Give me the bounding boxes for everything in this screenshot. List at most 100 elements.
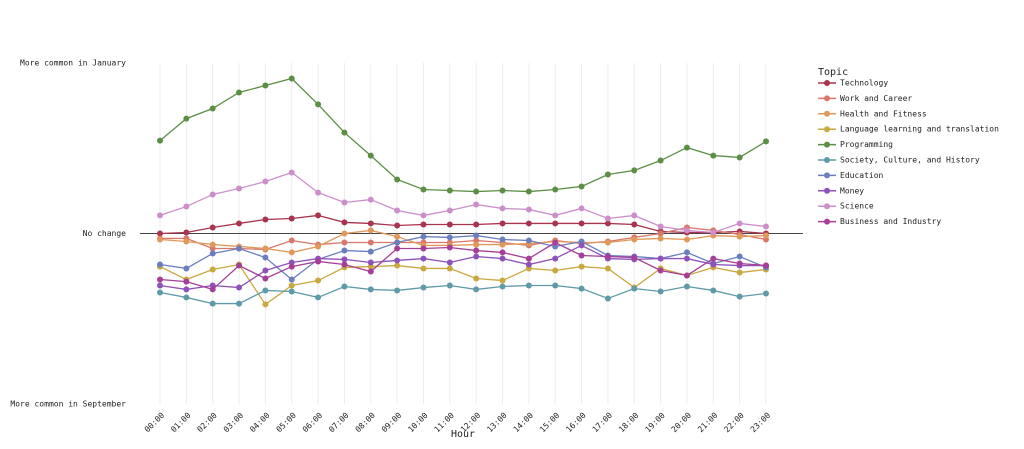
data-point — [315, 294, 322, 301]
x-tick-label: 08:00 — [354, 411, 378, 435]
data-point — [552, 186, 559, 193]
data-point — [631, 221, 638, 228]
data-point — [236, 89, 243, 96]
data-point — [420, 221, 427, 228]
data-point — [473, 201, 480, 208]
data-point — [288, 282, 295, 289]
data-point — [288, 215, 295, 222]
data-point — [552, 220, 559, 227]
y-tick-label: More common in January — [20, 59, 126, 68]
data-point — [183, 229, 190, 236]
data-point — [288, 237, 295, 244]
data-point — [578, 183, 585, 190]
legend-swatch — [824, 110, 830, 117]
data-point — [473, 275, 480, 282]
x-tick-label: 05:00 — [275, 411, 299, 435]
data-point — [525, 206, 532, 213]
legend-swatch — [824, 218, 830, 225]
data-point — [631, 236, 638, 243]
data-point — [262, 82, 269, 89]
data-point — [604, 239, 611, 246]
data-point — [578, 263, 585, 270]
data-point — [473, 241, 480, 248]
y-tick-label: More common in September — [10, 400, 126, 409]
data-point — [499, 241, 506, 248]
data-point — [288, 288, 295, 295]
data-point — [499, 283, 506, 290]
data-point — [157, 236, 163, 243]
data-point — [157, 282, 163, 289]
series-line — [159, 244, 766, 291]
legend-swatch — [824, 80, 830, 86]
data-point — [631, 167, 638, 174]
y-tick-label: No change — [83, 229, 127, 238]
data-point — [394, 233, 401, 240]
series-line — [159, 263, 767, 306]
series-line — [159, 284, 767, 305]
data-point — [683, 236, 690, 243]
data-point — [446, 207, 453, 214]
data-point — [499, 249, 506, 256]
legend-label: Programming — [840, 140, 893, 149]
x-tick-label: 04:00 — [248, 411, 272, 435]
data-point — [236, 300, 243, 307]
data-point — [367, 239, 374, 246]
data-point — [157, 276, 163, 283]
x-tick-label: 16:00 — [564, 411, 588, 435]
data-point — [683, 249, 690, 256]
data-point — [683, 283, 690, 290]
data-point — [394, 262, 401, 269]
data-point — [157, 261, 163, 268]
data-point — [657, 288, 664, 295]
legend-swatch — [824, 126, 830, 133]
x-tick-label: 17:00 — [591, 411, 615, 435]
data-point — [420, 233, 427, 240]
data-point — [552, 255, 559, 262]
data-point — [683, 144, 690, 151]
data-point — [262, 254, 269, 261]
data-point — [683, 227, 690, 234]
data-point — [262, 245, 269, 252]
data-point — [288, 169, 295, 176]
data-point — [262, 267, 269, 274]
x-tick-label: 03:00 — [222, 411, 246, 435]
data-point — [604, 215, 611, 222]
data-point — [473, 221, 480, 228]
data-point — [499, 236, 506, 243]
series-line — [160, 226, 767, 251]
data-point — [683, 255, 690, 262]
series-line — [159, 229, 767, 254]
data-point — [446, 187, 453, 194]
x-tick-label: 22:00 — [722, 411, 746, 435]
series-line — [159, 214, 767, 235]
data-point — [657, 255, 664, 262]
data-point — [525, 237, 532, 244]
data-point — [657, 157, 664, 164]
data-point — [446, 265, 453, 272]
data-point — [710, 152, 717, 159]
legend-swatch — [824, 141, 830, 148]
data-point — [341, 256, 348, 263]
series-line — [159, 77, 767, 193]
legend-swatch — [824, 172, 830, 179]
data-point — [394, 222, 401, 229]
data-point — [236, 284, 243, 291]
data-point — [367, 259, 374, 266]
x-tick-label: 23:00 — [749, 411, 773, 435]
data-point — [473, 188, 480, 195]
data-point — [552, 282, 559, 289]
data-point — [209, 105, 216, 112]
series-line — [159, 234, 767, 281]
data-point — [341, 129, 348, 136]
data-point — [420, 212, 427, 219]
data-point — [288, 75, 295, 82]
data-point — [657, 267, 664, 274]
data-point — [631, 212, 638, 219]
data-point — [420, 284, 427, 291]
data-point — [446, 234, 453, 241]
data-point — [710, 255, 717, 262]
x-tick-label: 01:00 — [169, 411, 193, 435]
legend-swatch — [824, 203, 830, 210]
legend-title: Topic — [818, 67, 848, 78]
data-point — [236, 245, 243, 252]
